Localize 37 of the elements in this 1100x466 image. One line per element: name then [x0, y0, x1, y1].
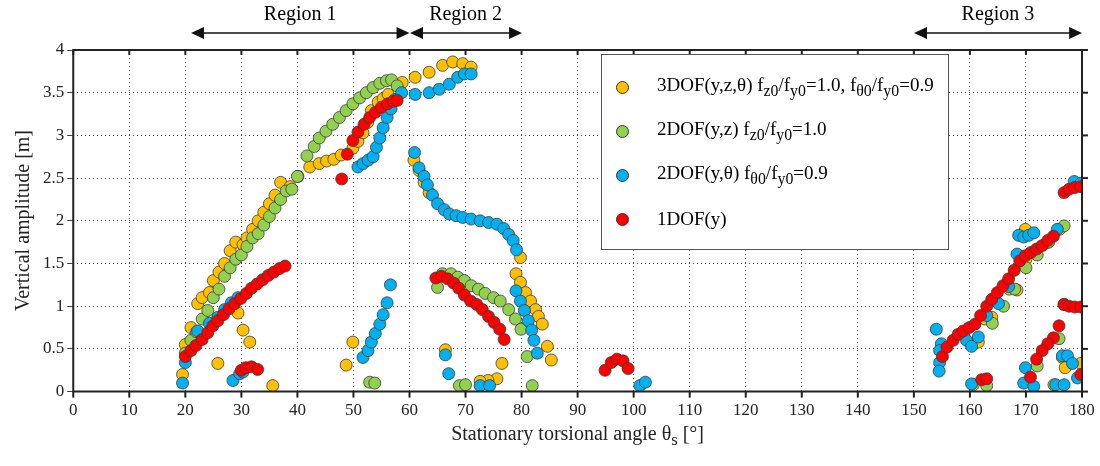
legend-label: 2DOF(y,θ) f$_{θ0}$/f$_{y0}$=0.9 — [657, 162, 828, 188]
y-tick-label: 2 — [55, 210, 65, 230]
x-tick-label: 10 — [120, 400, 138, 420]
x-tick-label: 90 — [569, 400, 587, 420]
x-tick-label: 60 — [401, 400, 418, 420]
y-axis-title: Vertical amplitude [m] — [10, 130, 34, 312]
y-tick-label: 1.5 — [43, 252, 65, 272]
text: Region 1 — [262, 2, 338, 25]
y-tick-label: 2.5 — [43, 167, 65, 187]
y-tick-label: 3 — [55, 124, 65, 144]
x-tick-label: 40 — [288, 400, 306, 420]
y-tick-label: 3.5 — [43, 82, 65, 102]
x-tick-label: 110 — [677, 400, 703, 420]
x-tick-label: 80 — [513, 400, 531, 420]
x-tick-label: 30 — [232, 400, 250, 420]
x-tick-label: 130 — [789, 400, 815, 420]
x-tick-label: 140 — [845, 400, 871, 420]
x-tick-label: 120 — [733, 400, 759, 420]
x-tick-label: 160 — [957, 400, 983, 420]
y-tick-label: 4 — [55, 39, 65, 59]
x-tick-label: 150 — [901, 400, 927, 420]
x-tick-label: 0 — [69, 400, 78, 420]
x-tick-label: 100 — [620, 400, 647, 420]
x-tick-label: 170 — [1013, 400, 1039, 420]
x-tick-label: 50 — [344, 400, 362, 420]
y-tick-label: 1 — [55, 295, 65, 315]
x-tick-label: 180 — [1069, 400, 1095, 420]
text: Region 3 — [960, 2, 1036, 25]
x-axis-title: Stationary torsional angle θ$_{s}$ [°] — [451, 421, 705, 450]
legend-label: 2DOF(y,z) f$_{z0}$/f$_{y0}$=1.0 — [657, 118, 827, 144]
legend-label: 1DOF(y) — [657, 208, 727, 230]
text: Region 2 — [428, 2, 503, 25]
y-tick-label: 0.5 — [43, 338, 65, 358]
x-tick-label: 70 — [457, 400, 475, 420]
x-tick-label: 20 — [176, 400, 194, 420]
text: 3DOF(y,z,θ) f$_{z0}$/f$_{y0}$=1.0, f$_{θ0}$/f$_{y0}$=0.9 — [657, 74, 934, 99]
y-tick-label: 0 — [55, 381, 65, 401]
